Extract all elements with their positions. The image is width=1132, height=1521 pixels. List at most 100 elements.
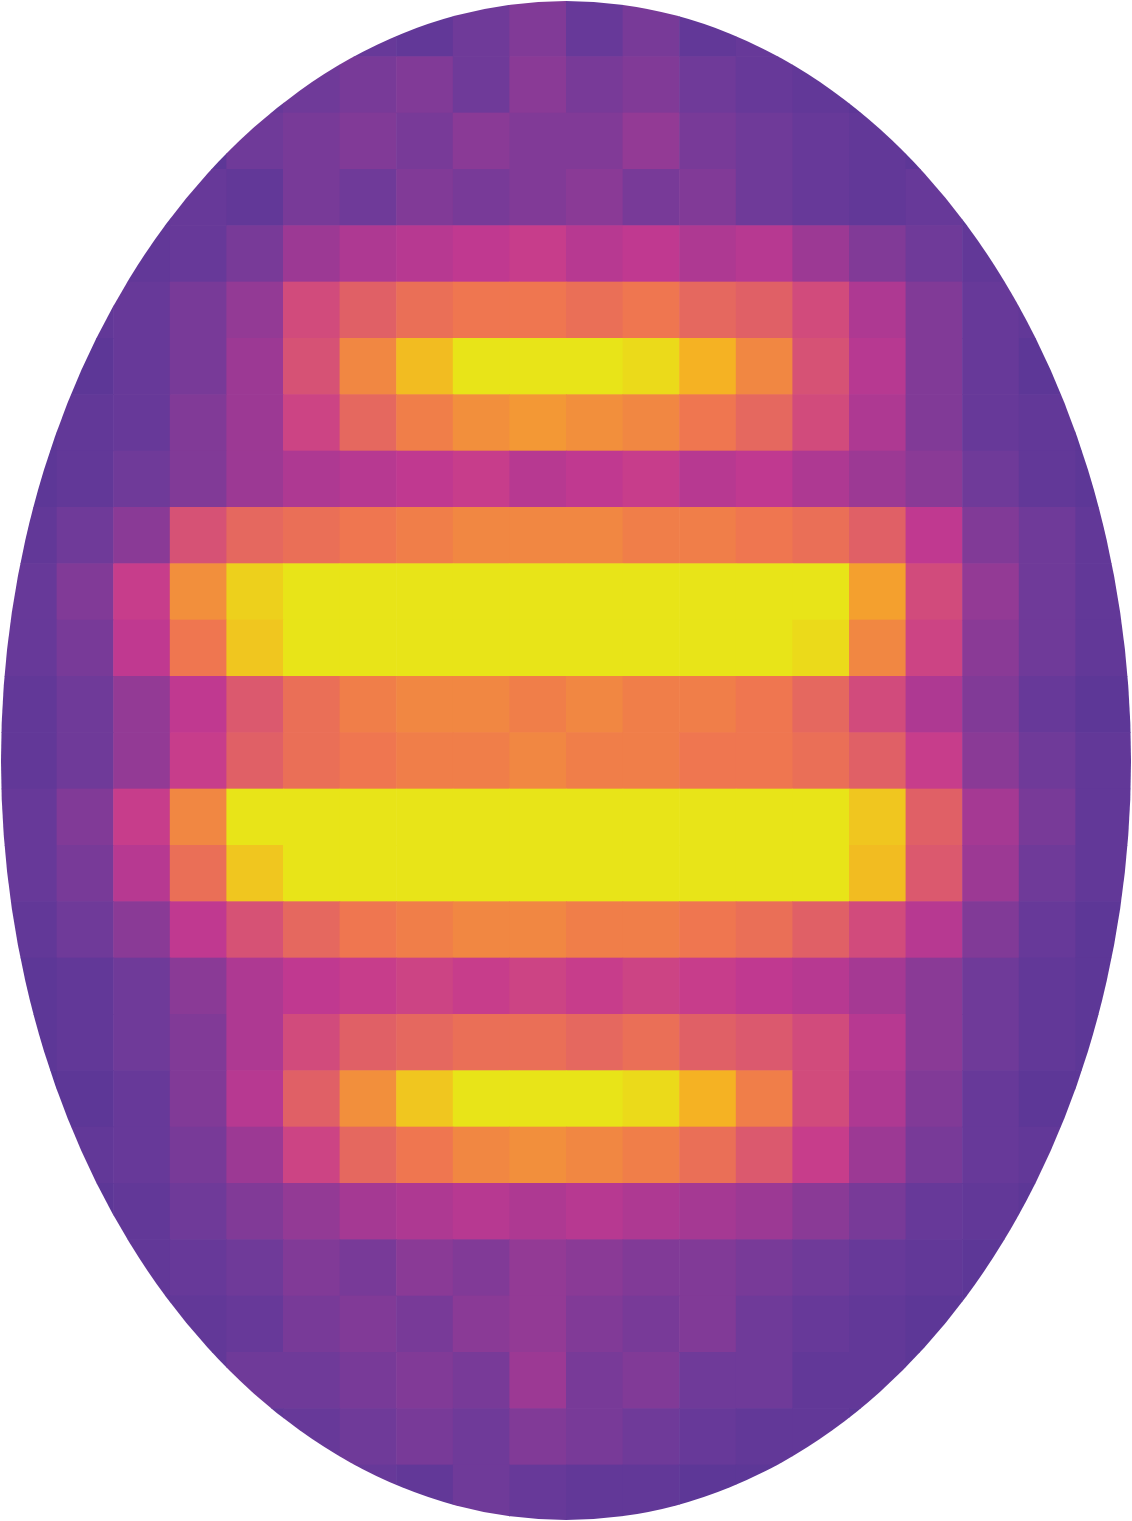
heatmap-cell — [1075, 958, 1132, 1015]
heatmap-cell — [1075, 56, 1132, 113]
heatmap-cell — [679, 789, 736, 846]
heatmap-cell — [396, 732, 453, 789]
heatmap-cell — [226, 507, 283, 564]
heatmap-cell — [340, 1070, 397, 1127]
heatmap-cell — [57, 394, 114, 451]
heatmap-cell — [623, 901, 680, 958]
heatmap-cell — [453, 338, 510, 395]
heatmap-cell — [566, 845, 623, 902]
heatmap-cell — [679, 845, 736, 902]
heatmap-cell — [1019, 789, 1076, 846]
heatmap-cell — [849, 0, 906, 57]
heatmap-cell — [849, 113, 906, 170]
heatmap-cell — [0, 676, 57, 733]
heatmap-cell — [170, 0, 227, 57]
heatmap-cell — [849, 620, 906, 677]
heatmap-cell — [283, 958, 340, 1015]
heatmap-cell — [453, 0, 510, 57]
heatmap-cell — [736, 113, 793, 170]
heatmap-cell — [170, 1296, 227, 1353]
heatmap-cell — [283, 1465, 340, 1521]
heatmap-cell — [453, 1183, 510, 1240]
heatmap-cell — [113, 1408, 170, 1465]
heatmap-cell — [792, 451, 849, 508]
heatmap-cell — [453, 507, 510, 564]
heatmap-cell — [57, 676, 114, 733]
heatmap-cell — [962, 789, 1019, 846]
heatmap-cell — [170, 338, 227, 395]
heatmap-cell — [340, 0, 397, 57]
heatmap-cell — [340, 394, 397, 451]
heatmap-cell — [453, 845, 510, 902]
heatmap-cell — [906, 1408, 963, 1465]
heatmap-cell — [113, 0, 170, 57]
heatmap-cell — [226, 225, 283, 282]
heatmap-cell — [1075, 1239, 1132, 1296]
heatmap-cell — [226, 0, 283, 57]
heatmap-cell — [0, 56, 57, 113]
heatmap-cell — [566, 394, 623, 451]
heatmap-cell — [623, 1070, 680, 1127]
heatmap-cell — [283, 394, 340, 451]
heatmap-cell — [679, 338, 736, 395]
heatmap-cell — [226, 1465, 283, 1521]
heatmap-cell — [340, 676, 397, 733]
heatmap-cell — [906, 56, 963, 113]
heatmap-cell — [792, 1465, 849, 1521]
heatmap-cell — [1019, 1183, 1076, 1240]
heatmap-cell — [1075, 1465, 1132, 1521]
heatmap-cell — [170, 901, 227, 958]
heatmap-cell — [736, 451, 793, 508]
heatmap-cell — [509, 1183, 566, 1240]
heatmap-cell — [962, 451, 1019, 508]
heatmap-cell — [849, 901, 906, 958]
heatmap-cell — [623, 676, 680, 733]
heatmap-cell — [623, 732, 680, 789]
heatmap-cell — [283, 1352, 340, 1409]
heatmap-cell — [113, 845, 170, 902]
heatmap-cell — [226, 1408, 283, 1465]
heatmap-cell — [453, 113, 510, 170]
heatmap-cell — [566, 282, 623, 339]
heatmap-cell — [509, 620, 566, 677]
heatmap-cell — [679, 732, 736, 789]
heatmap-cell — [792, 1183, 849, 1240]
heatmap-cell — [849, 394, 906, 451]
heatmap-cell — [1019, 507, 1076, 564]
heatmap-cell — [1075, 394, 1132, 451]
heatmap-cell — [396, 56, 453, 113]
heatmap-cell — [226, 563, 283, 620]
heatmap-cell — [792, 1070, 849, 1127]
heatmap-cell — [340, 789, 397, 846]
heatmap-cell — [396, 620, 453, 677]
heatmap-cell — [623, 507, 680, 564]
heatmap-cell — [849, 1352, 906, 1409]
heatmap-cell — [1019, 901, 1076, 958]
heatmap-cell — [736, 282, 793, 339]
heatmap-cell — [226, 676, 283, 733]
heatmap-cell — [170, 1352, 227, 1409]
heatmap-cell — [792, 789, 849, 846]
heatmap-cell — [566, 1352, 623, 1409]
heatmap-cell — [453, 1127, 510, 1184]
heatmap-cell — [679, 56, 736, 113]
heatmap-cell — [340, 282, 397, 339]
heatmap-cell — [57, 1296, 114, 1353]
heatmap-cell — [962, 1070, 1019, 1127]
heatmap-cell — [792, 1239, 849, 1296]
heatmap-cell — [1075, 1014, 1132, 1071]
heatmap-cell — [1019, 169, 1076, 226]
heatmap-cell — [113, 1352, 170, 1409]
heatmap-cell — [906, 1352, 963, 1409]
heatmap-cell — [736, 789, 793, 846]
heatmap-cell — [962, 1352, 1019, 1409]
heatmap-cell — [1019, 1127, 1076, 1184]
heatmap-cell — [396, 394, 453, 451]
heatmap-cell — [1019, 451, 1076, 508]
heatmap-cell — [623, 338, 680, 395]
heatmap-cell — [396, 958, 453, 1015]
heatmap-cell — [623, 1014, 680, 1071]
heatmap-cell — [566, 338, 623, 395]
heatmap-cell — [453, 225, 510, 282]
heatmap-cell — [792, 394, 849, 451]
